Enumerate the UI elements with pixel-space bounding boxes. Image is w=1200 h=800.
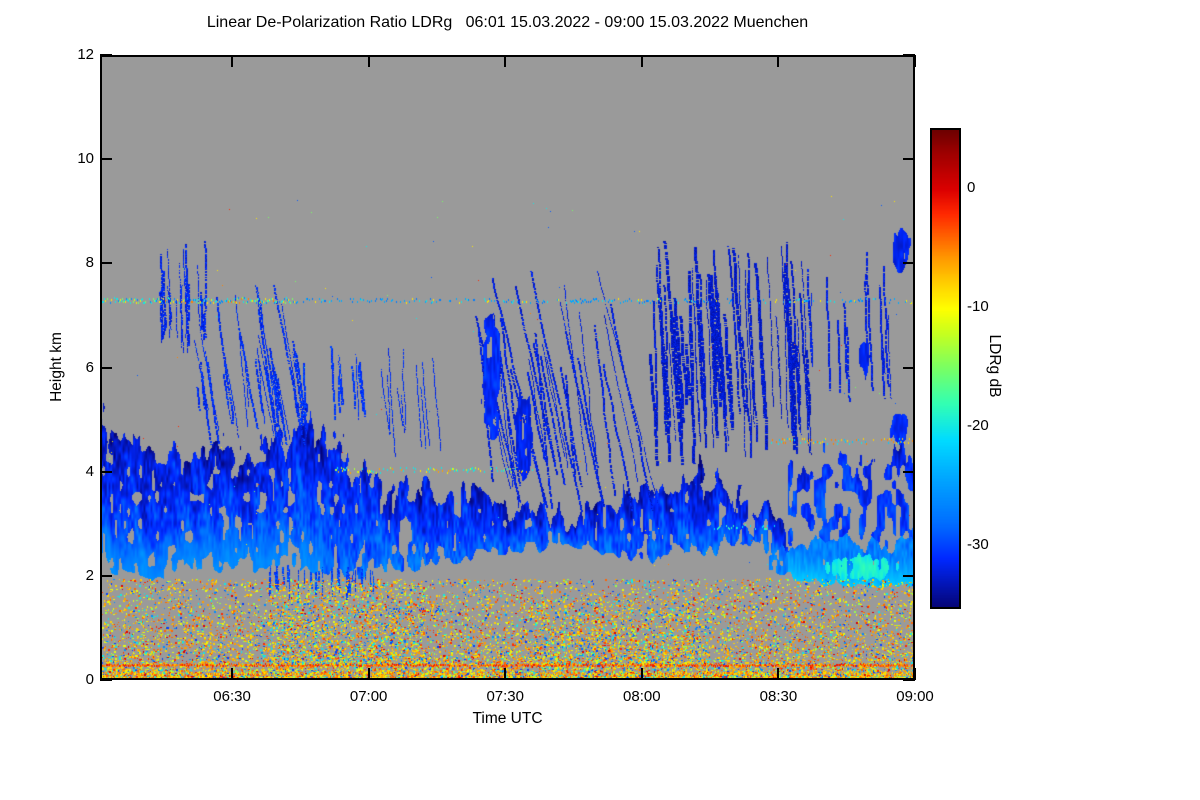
x-tick-label: 08:30 (759, 688, 798, 705)
y-tick-label: 8 (85, 254, 94, 272)
y-tick-label: 4 (85, 462, 94, 480)
y-tick-label: 12 (77, 46, 94, 63)
x-tick-top (914, 55, 916, 67)
x-axis-label: Time UTC (472, 710, 543, 727)
y-tick (100, 366, 112, 369)
colorbar-tick-label: -10 (967, 297, 989, 315)
colorbar-tick-label: 0 (967, 178, 976, 196)
y-tick-right (903, 679, 915, 681)
heatmap-canvas (100, 55, 915, 680)
y-tick (100, 158, 112, 161)
y-tick-label: 0 (85, 671, 94, 688)
x-tick-top (777, 55, 780, 67)
x-tick-top (504, 55, 507, 67)
chart-title: Linear De-Polarization Ratio LDRg 06:01 … (206, 14, 809, 31)
x-tick-top (231, 55, 234, 67)
x-tick (504, 668, 507, 680)
x-tick-label: 07:30 (486, 688, 524, 705)
y-tick-right (903, 574, 915, 577)
colorbar-label: LDRg dB (986, 334, 1003, 398)
y-tick (100, 679, 112, 681)
x-tick-label: 07:00 (349, 688, 388, 705)
y-tick-label: 2 (85, 566, 94, 584)
x-tick-top (640, 55, 643, 67)
x-tick (914, 668, 916, 680)
y-tick-right (903, 54, 915, 56)
x-tick-top (367, 55, 370, 67)
colorbar-gradient (932, 130, 959, 607)
y-tick-label: 6 (85, 358, 94, 376)
colorbar (930, 128, 961, 609)
x-tick (231, 668, 234, 680)
x-tick-label: 06:30 (213, 688, 251, 705)
x-tick (777, 668, 780, 680)
colorbar-tick-label: -30 (967, 536, 989, 554)
plot-area (100, 55, 915, 680)
y-tick-right (903, 366, 915, 369)
colorbar-tick-label: -20 (967, 417, 989, 435)
x-tick (640, 668, 643, 680)
x-tick (367, 668, 370, 680)
y-tick-right (903, 158, 915, 161)
y-tick-label: 10 (77, 150, 94, 168)
y-tick (100, 574, 112, 577)
x-tick-label: 08:00 (623, 688, 661, 705)
y-tick-right (903, 262, 915, 265)
y-tick (100, 262, 112, 265)
y-tick-right (903, 470, 915, 473)
x-tick-label: 09:00 (896, 688, 934, 705)
y-tick (100, 470, 112, 473)
y-tick (100, 54, 112, 56)
